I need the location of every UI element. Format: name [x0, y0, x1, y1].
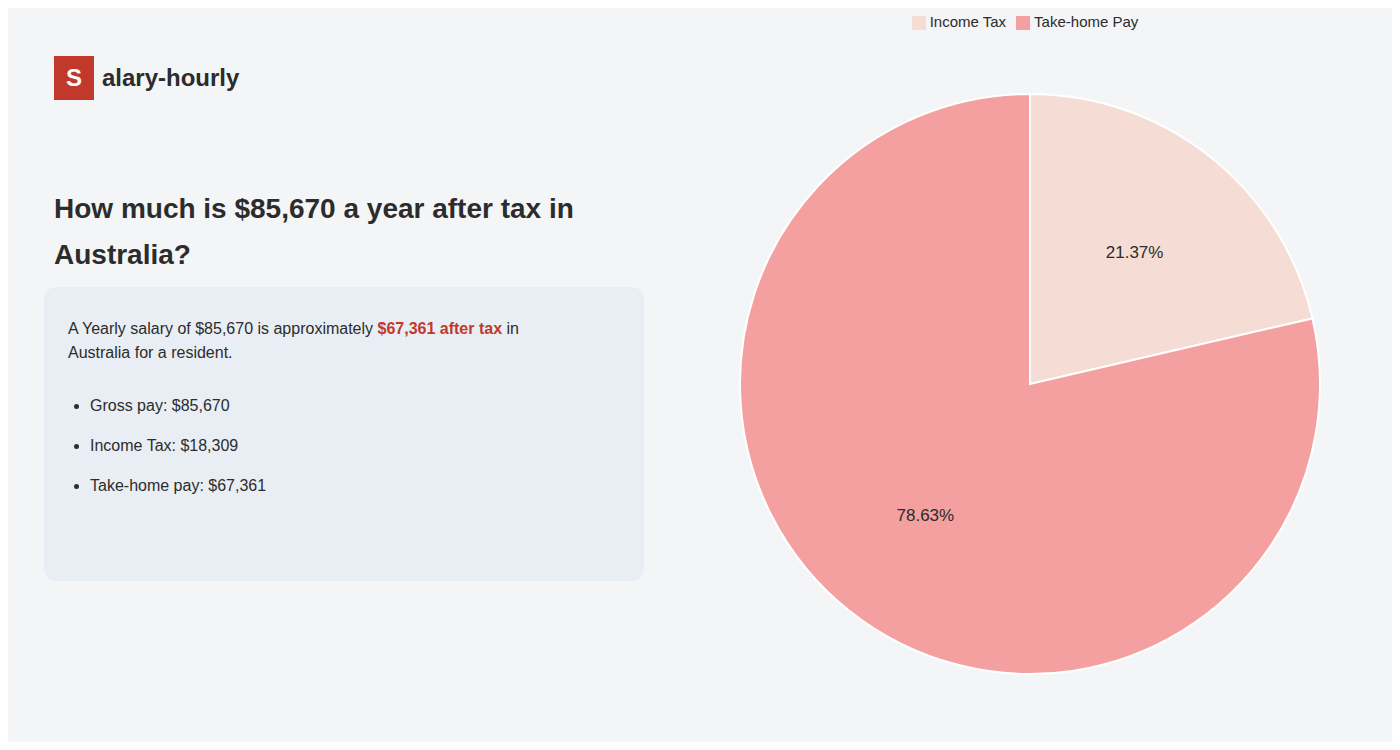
- html-text:A Yearly salary of $85,670 is: A Yearly salary of $85,670 is approximat…: [68, 320, 519, 337]
- html-text:How much is $85,670 a year aft: How much is $85,670 a year after tax in …: [54, 193, 574, 270]
- html-text:Take-home Pay: Take-home Pay: [1034, 13, 1139, 30]
- svg-text:78.63%: 78.63%: [897, 506, 955, 525]
- html-text:S: S: [66, 64, 82, 91]
- html-text:Income Tax: $18,309: Income Tax: $18,309: [90, 437, 239, 454]
- html-text:Take-home pay: $67,361: Take-home pay: $67,361: [90, 477, 267, 494]
- html-text:Australia for a resident.: Australia for a resident.: [68, 344, 233, 361]
- html-text:alary-hourly: alary-hourly: [102, 64, 240, 91]
- html-text:Gross pay: $85,670: Gross pay: $85,670: [90, 397, 230, 414]
- html-text:Income Tax: Income Tax: [929, 13, 1007, 30]
- svg-text:21.37%: 21.37%: [1106, 243, 1164, 262]
